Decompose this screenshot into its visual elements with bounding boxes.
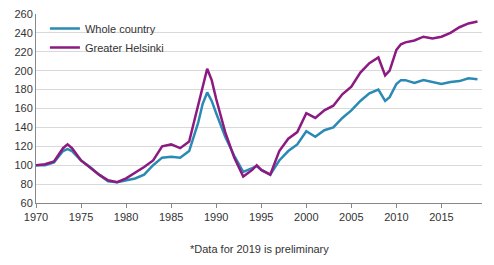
svg-text:Greater Helsinki: Greater Helsinki	[85, 42, 164, 54]
svg-text:120: 120	[14, 140, 32, 152]
svg-text:2015: 2015	[429, 211, 453, 223]
svg-text:60: 60	[21, 197, 33, 209]
svg-text:2000: 2000	[294, 211, 318, 223]
svg-text:Whole country: Whole country	[85, 23, 156, 35]
svg-text:100: 100	[14, 159, 32, 171]
svg-text:1995: 1995	[249, 211, 273, 223]
svg-text:1970: 1970	[24, 211, 48, 223]
svg-text:*Data for 2019 is preliminary: *Data for 2019 is preliminary	[190, 243, 329, 255]
svg-text:220: 220	[14, 46, 32, 58]
svg-text:1980: 1980	[114, 211, 138, 223]
svg-text:140: 140	[14, 121, 32, 133]
svg-text:180: 180	[14, 83, 32, 95]
svg-text:1985: 1985	[159, 211, 183, 223]
svg-text:80: 80	[21, 178, 33, 190]
svg-text:160: 160	[14, 102, 32, 114]
svg-text:2010: 2010	[384, 211, 408, 223]
svg-text:1975: 1975	[69, 211, 93, 223]
svg-text:1990: 1990	[204, 211, 228, 223]
svg-text:2005: 2005	[339, 211, 363, 223]
svg-text:240: 240	[14, 27, 32, 39]
svg-text:260: 260	[14, 8, 32, 20]
svg-text:200: 200	[14, 65, 32, 77]
